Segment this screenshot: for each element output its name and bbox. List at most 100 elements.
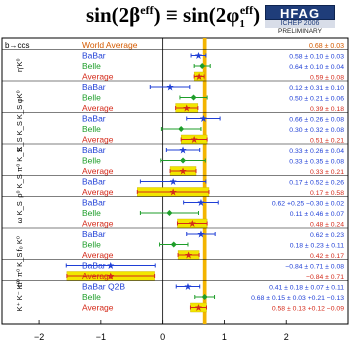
row-label: Belle: [82, 208, 101, 218]
group-label: f₀ K⁰: [15, 236, 24, 251]
row-label: Belle: [82, 124, 101, 134]
row-value: 0.33 ± 0.26 ± 0.04: [289, 148, 344, 155]
world-average-value: 0.68 ± 0.03: [309, 43, 344, 50]
belle-marker: [190, 94, 197, 101]
row-value: 0.11 ± 0.46 ± 0.07: [290, 211, 344, 218]
babar-marker: [169, 178, 177, 185]
row-value: 0.17 ± 0.58: [310, 190, 344, 197]
row-value: −0.84 ± 0.71: [306, 274, 344, 281]
row-value: 0.58 ± 0.13 +0.12 −0.09: [272, 306, 344, 313]
row-value: 0.39 ± 0.18: [310, 106, 344, 113]
average-marker: [190, 136, 198, 143]
row-label: Average: [82, 250, 114, 260]
row-label: Average: [82, 103, 114, 113]
row-value: 0.66 ± 0.26 ± 0.08: [289, 117, 344, 124]
row-value: 0.33 ± 0.21: [310, 169, 344, 176]
plot-frame: [1, 37, 349, 325]
belle-marker: [170, 241, 177, 248]
row-value: 0.62 +0.25 −0.30 ± 0.02: [272, 201, 344, 208]
logo-preliminary: PRELIMINARY: [278, 28, 322, 35]
babar-marker: [166, 83, 174, 91]
chart-header: sin(2βeff) ≡ sin(2φ1eff) HFAG ICHEP 2006…: [0, 0, 352, 35]
average-marker: [188, 220, 196, 227]
x-tick-label: −1: [96, 332, 106, 342]
row-value: 0.51 ± 0.21: [310, 138, 344, 145]
group-label: K⁺ K⁻ K⁰: [15, 281, 24, 311]
x-tick-label: 1: [222, 332, 227, 342]
babar-marker: [199, 115, 207, 122]
row-label: BaBar: [82, 177, 106, 187]
row-label: Average: [82, 166, 114, 176]
row-label: Average: [82, 135, 114, 145]
row-label: Average: [82, 219, 114, 229]
group-label: η′K⁰: [15, 58, 24, 72]
group-label: ρ⁰ K_S: [15, 174, 24, 198]
belle-marker: [178, 126, 185, 132]
row-value: 0.68 ± 0.15 ± 0.03 +0.21 −0.13: [251, 295, 344, 302]
chart-title: sin(2βeff) ≡ sin(2φ1eff): [86, 3, 261, 31]
belle-marker: [166, 210, 173, 216]
belle-marker: [201, 294, 208, 300]
row-value: 0.18 ± 0.23 ± 0.11: [290, 243, 344, 250]
row-label: Belle: [82, 93, 101, 103]
x-tick-label: −2: [34, 332, 44, 342]
row-value: 0.12 ± 0.31 ± 0.10: [289, 85, 344, 92]
average-marker: [185, 251, 193, 259]
row-label: BaBar: [82, 198, 106, 208]
row-label: BaBar Q2B: [82, 282, 125, 292]
group-label: K_S K_S K_S: [15, 105, 24, 152]
row-label: Average: [82, 303, 114, 313]
babar-marker: [184, 283, 192, 290]
forest-plot: b→ccs World Average 0.68 ± 0.03 BaBar 0.58 ±…: [1, 37, 349, 342]
group-label: ω K_S: [15, 201, 24, 223]
babar-marker: [194, 52, 202, 59]
row-value: 0.17 ± 0.52 ± 0.26: [289, 180, 344, 187]
row-label: BaBar: [82, 51, 106, 61]
average-marker: [107, 272, 115, 280]
row-label: Average: [82, 187, 114, 197]
logo-text: HFAG: [265, 5, 335, 21]
average-marker: [183, 104, 191, 112]
row-value: 0.64 ± 0.10 ± 0.04: [289, 64, 344, 71]
row-label: Belle: [82, 292, 101, 302]
group-label: π⁰ K_S: [15, 148, 24, 172]
row-value: 0.42 ± 0.17: [310, 253, 344, 260]
row-label: Belle: [82, 61, 101, 71]
row-value: 0.48 ± 0.24: [310, 222, 344, 229]
row-value: 0.30 ± 0.32 ± 0.08: [289, 127, 344, 134]
row-value: 0.62 ± 0.23: [310, 232, 344, 239]
row-label: Belle: [82, 240, 101, 250]
row-value: 0.41 ± 0.18 ± 0.07 ± 0.11: [269, 285, 344, 292]
babar-marker: [197, 199, 205, 206]
logo-conference: ICHEP 2006: [265, 20, 335, 28]
row-value: 0.33 ± 0.35 ± 0.08: [289, 159, 344, 166]
row-label: BaBar: [82, 82, 106, 92]
babar-marker: [197, 230, 205, 238]
row-label: BaBar: [82, 229, 106, 239]
row-label: Belle: [82, 156, 101, 166]
x-tick-label: 2: [284, 332, 289, 342]
row-label: BaBar: [82, 114, 106, 124]
babar-marker: [107, 262, 115, 269]
hfag-logo: HFAG ICHEP 2006 PRELIMINARY: [265, 5, 335, 35]
world-average-group-label: b→ccs: [5, 41, 29, 50]
world-average-label: World Average: [82, 40, 138, 50]
babar-marker: [179, 146, 187, 154]
group-label: π⁰ π⁰ K_S: [15, 253, 24, 288]
average-marker: [169, 188, 177, 196]
belle-marker: [199, 63, 206, 69]
average-marker: [194, 304, 202, 311]
row-value: 0.58 ± 0.10 ± 0.03: [289, 54, 344, 61]
row-label: BaBar: [82, 261, 106, 271]
row-label: Average: [82, 271, 114, 281]
x-tick-label: 0: [160, 332, 165, 342]
row-value: 0.59 ± 0.08: [310, 75, 344, 82]
average-marker: [195, 73, 203, 80]
average-marker: [179, 167, 187, 175]
row-label: Average: [82, 72, 114, 82]
row-value: 0.50 ± 0.21 ± 0.06: [289, 96, 344, 103]
belle-marker: [180, 157, 187, 164]
group-label: φK⁰: [15, 90, 24, 103]
row-label: BaBar: [82, 145, 106, 155]
row-value: −0.84 ± 0.71 ± 0.08: [285, 264, 344, 271]
